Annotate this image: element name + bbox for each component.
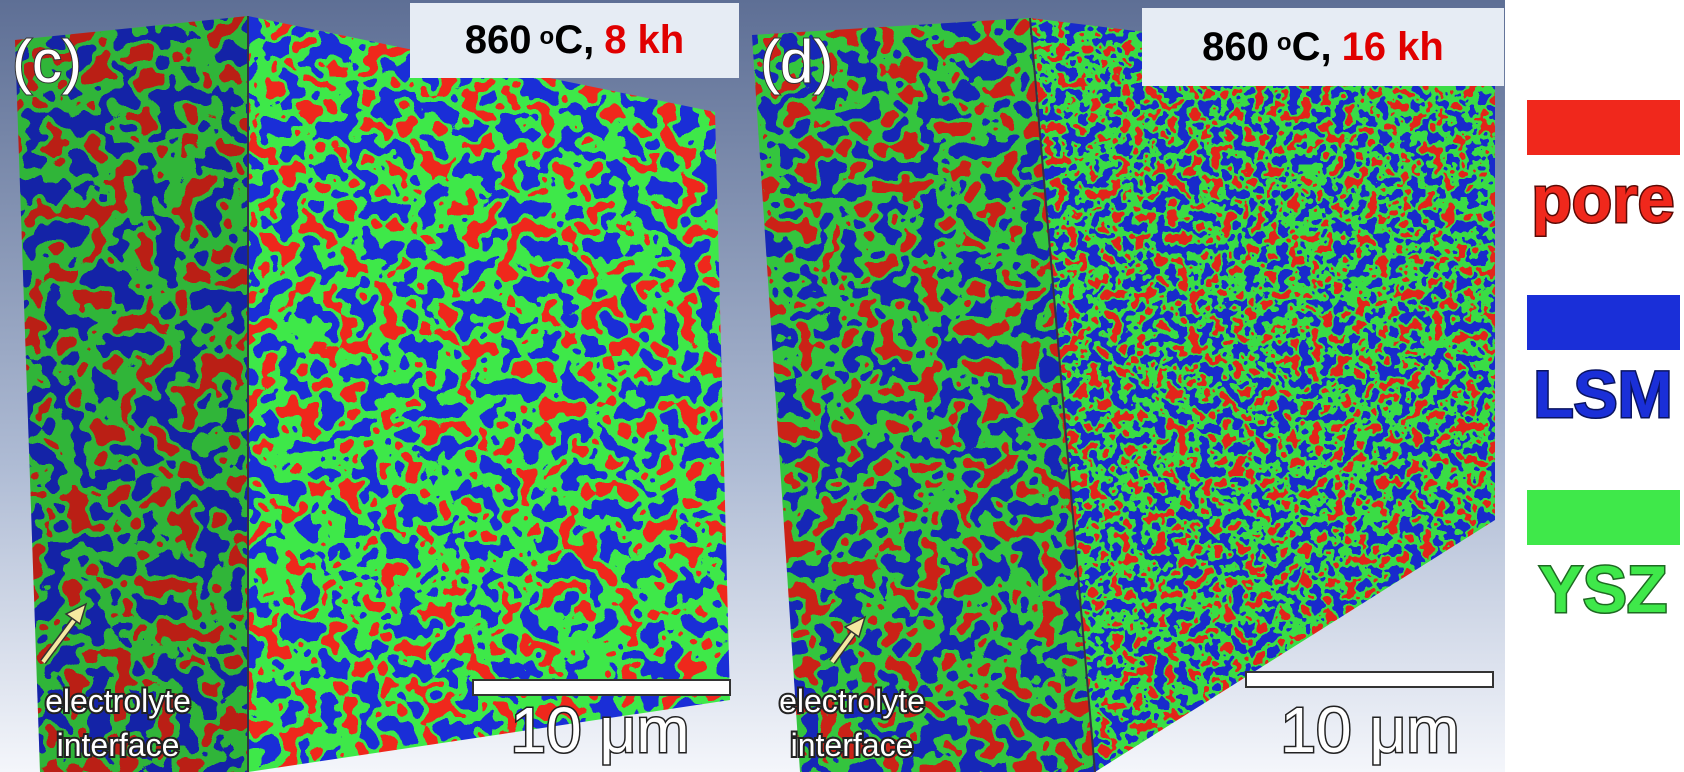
legend-label: YSZ [1539,552,1667,626]
figure-canvas: (c) (d) 10 μm 10 μm electrolyte interfac… [0,0,1684,772]
legend-label: LSM [1533,357,1672,431]
degree: o [1277,29,1292,57]
legend-label: pore [1531,162,1674,236]
degree: o [540,23,555,51]
unit: C, [1292,25,1332,70]
panel-label: (c) [12,28,82,95]
scale-label: 10 μm [510,694,689,766]
legend: pore LSM YSZ [1527,100,1680,626]
figure: (c) (d) 10 μm 10 μm electrolyte interfac… [0,0,1684,772]
legend-swatch [1527,100,1680,155]
legend-swatch [1527,295,1680,350]
duration: 8 kh [604,18,684,63]
panel-label: (d) [760,28,833,95]
annotation: electrolyte [45,683,191,719]
scale-bar [1246,672,1493,687]
legend-swatch [1527,490,1680,545]
scale-bar [473,680,730,695]
annotation: interface [791,727,914,763]
duration: 16 kh [1342,25,1444,70]
temperature: 860 [1202,25,1269,70]
unit: C, [554,18,594,63]
scale-label: 10 μm [1280,694,1459,766]
annotation: interface [57,727,180,763]
temperature: 860 [465,18,532,63]
annotation: electrolyte [779,683,925,719]
